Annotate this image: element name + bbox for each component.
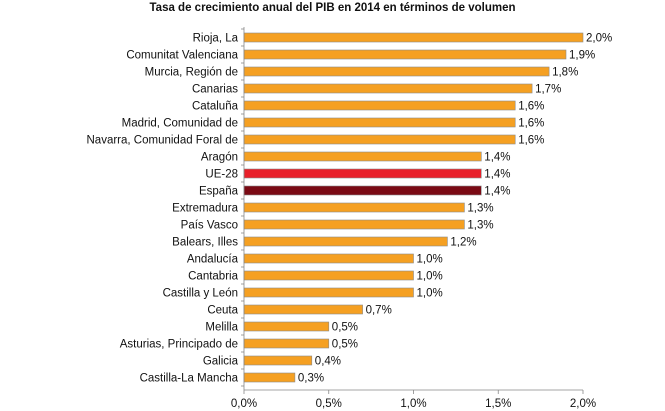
- value-label: 1,4%: [484, 169, 510, 181]
- x-tick-label: 1,5%: [485, 398, 511, 410]
- bar-20: [243, 372, 296, 383]
- category-label: España: [199, 186, 239, 198]
- category-label: Cataluña: [192, 101, 239, 113]
- bar-15: [243, 287, 414, 298]
- value-label: 0,4%: [315, 356, 341, 368]
- bar-16: [243, 304, 363, 315]
- bar-18: [243, 338, 330, 349]
- bar-1: [243, 49, 567, 60]
- bar-10: [243, 202, 465, 213]
- value-label: 1,6%: [518, 118, 544, 130]
- bar-8: [243, 168, 482, 179]
- category-label: Balears, Illes: [172, 237, 238, 249]
- bar-4: [243, 100, 516, 111]
- category-label: Aragón: [201, 152, 238, 164]
- category-label: Ceuta: [207, 305, 238, 317]
- category-label: Castilla y León: [163, 288, 238, 300]
- bar-14: [243, 270, 414, 281]
- value-label: 1,0%: [417, 288, 443, 300]
- bar-2: [243, 66, 550, 77]
- category-label: Castilla-La Mancha: [140, 373, 239, 385]
- value-label: 1,3%: [467, 220, 493, 232]
- category-label: Comunitat Valenciana: [126, 50, 238, 62]
- value-label: 1,0%: [417, 254, 443, 266]
- category-label: Cantabria: [188, 271, 238, 283]
- category-label: Madrid, Comunidad de: [122, 118, 238, 130]
- bar-17: [243, 321, 330, 332]
- value-label: 1,6%: [518, 101, 544, 113]
- value-label: 1,4%: [484, 186, 510, 198]
- bar-0: [243, 32, 584, 43]
- bar-13: [243, 253, 414, 264]
- bar-6: [243, 134, 516, 145]
- value-label: 0,5%: [332, 322, 358, 334]
- value-label: 0,7%: [366, 305, 392, 317]
- category-label: País Vasco: [181, 220, 238, 232]
- value-label: 1,9%: [569, 50, 595, 62]
- bar-12: [243, 236, 448, 247]
- bar-7: [243, 151, 482, 162]
- value-label: 1,2%: [450, 237, 476, 249]
- labels-layer: Rioja, La 2,0% Comunitat Valenciana 1,9% Mur…: [87, 33, 613, 385]
- x-tick-label: 0,5%: [316, 398, 342, 410]
- category-label: Asturias, Principado de: [120, 339, 238, 351]
- value-label: 0,3%: [298, 373, 324, 385]
- value-label: 1,0%: [417, 271, 443, 283]
- bar-3: [243, 83, 533, 94]
- value-label: 1,6%: [518, 135, 544, 147]
- chart-title: Tasa de crecimiento anual del PIB en 201…: [149, 2, 516, 14]
- value-label: 1,8%: [552, 67, 578, 79]
- bar-9: [243, 185, 482, 196]
- category-label: UE-28: [205, 169, 238, 181]
- bar-19: [243, 355, 313, 366]
- category-label: Navarra, Comunidad Foral de: [87, 135, 239, 147]
- category-label: Murcia, Región de: [145, 67, 238, 79]
- category-label: Andalucía: [187, 254, 239, 266]
- category-label: Rioja, La: [193, 33, 239, 45]
- category-label: Extremadura: [172, 203, 238, 215]
- bar-11: [243, 219, 465, 230]
- value-label: 1,3%: [467, 203, 493, 215]
- value-label: 0,5%: [332, 339, 358, 351]
- category-label: Galicia: [203, 356, 239, 368]
- x-tick-label: 0,0%: [231, 398, 257, 410]
- category-label: Melilla: [205, 322, 238, 334]
- value-label: 1,7%: [535, 84, 561, 96]
- x-tick-label: 2,0%: [570, 398, 596, 410]
- category-label: Canarias: [192, 84, 238, 96]
- value-label: 2,0%: [586, 33, 612, 45]
- bars-layer: [243, 32, 584, 383]
- value-label: 1,4%: [484, 152, 510, 164]
- x-axis: 0,0% 0,5% 1,0% 1,5% 2,0%: [231, 27, 596, 410]
- x-tick-label: 1,0%: [400, 398, 426, 410]
- bar-5: [243, 117, 516, 128]
